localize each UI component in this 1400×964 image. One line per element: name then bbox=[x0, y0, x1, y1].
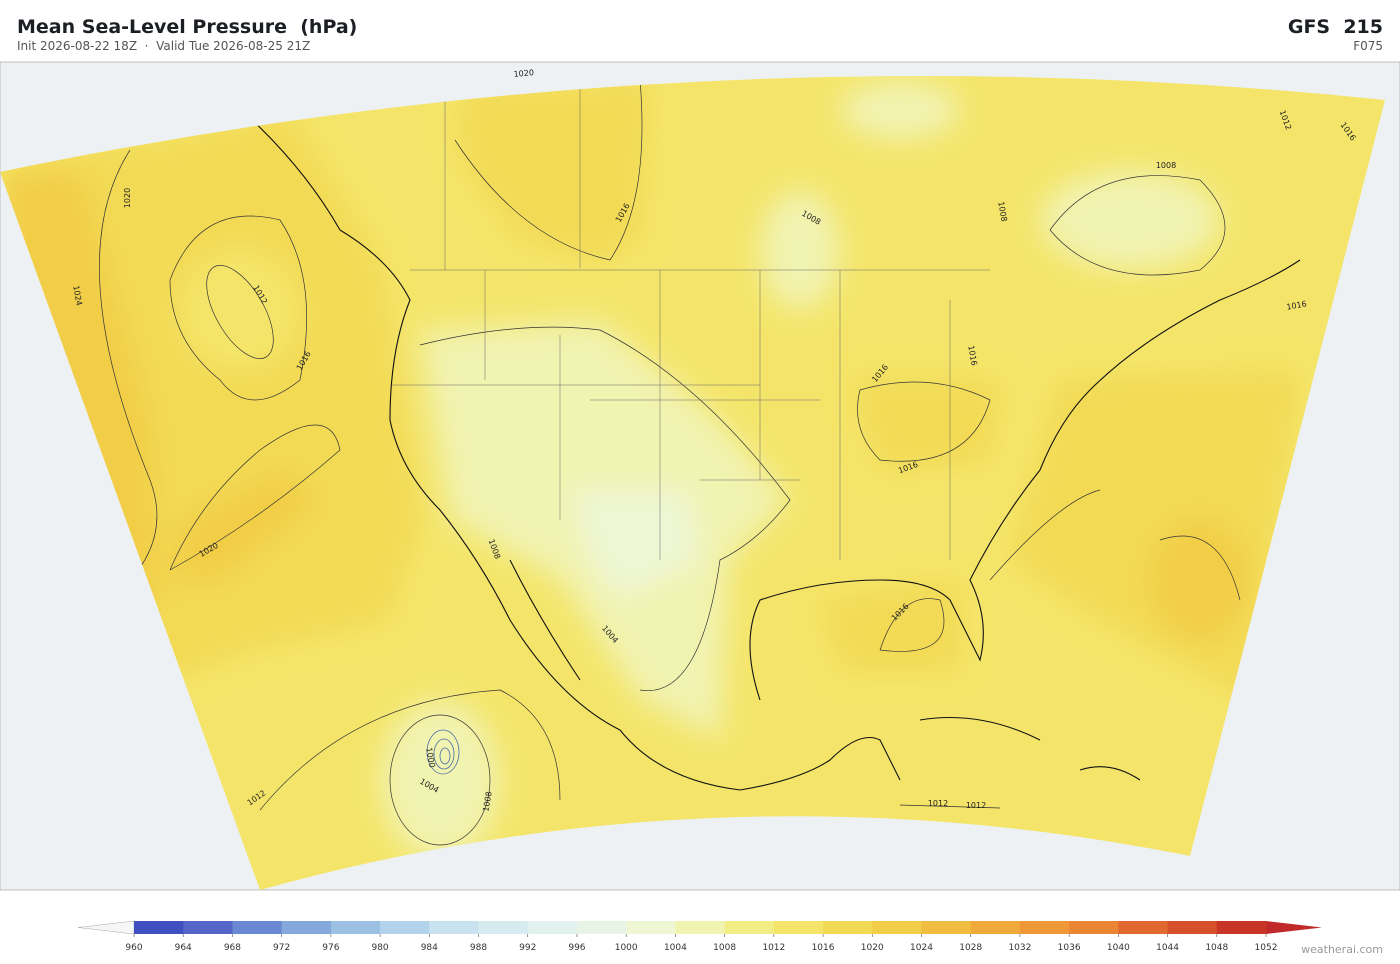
colorbar-bin bbox=[281, 921, 332, 934]
contour-label: 1008 bbox=[481, 791, 493, 813]
contour-label: 1012 bbox=[928, 799, 948, 808]
colorbar-bin bbox=[330, 921, 381, 934]
colorbar-bin bbox=[724, 921, 775, 934]
contour-label: 1020 bbox=[123, 188, 132, 208]
colorbar-bin bbox=[970, 921, 1021, 934]
colorbar-bin bbox=[478, 921, 529, 934]
credit: weatherai.com bbox=[1301, 943, 1383, 956]
colorbar-tick-label: 984 bbox=[421, 943, 438, 953]
colorbar-bin bbox=[872, 921, 922, 934]
forecast-hour: F075 bbox=[1353, 39, 1383, 53]
colorbar-bin bbox=[527, 921, 578, 934]
colorbar-tick-label: 968 bbox=[224, 943, 241, 953]
colorbar-tick-label: 1032 bbox=[1008, 943, 1031, 953]
colorbar-bin bbox=[626, 921, 676, 934]
colorbar-over bbox=[1266, 921, 1322, 934]
colorbar-tick-label: 992 bbox=[519, 943, 536, 953]
colorbar-tick-label: 1024 bbox=[910, 943, 933, 953]
colorbar-bin bbox=[1118, 921, 1169, 934]
colorbar-tick-label: 1020 bbox=[861, 943, 884, 953]
contour-label: 1012 bbox=[966, 801, 986, 810]
contour-label: 1016 bbox=[1286, 299, 1308, 311]
colorbar-bin bbox=[1069, 921, 1119, 934]
colorbar-tick-label: 980 bbox=[371, 943, 388, 953]
colorbar-bin bbox=[1019, 921, 1070, 934]
colorbar-tick-label: 1040 bbox=[1107, 943, 1130, 953]
colorbar-bin bbox=[183, 921, 233, 934]
colorbar-tick-label: 972 bbox=[273, 943, 290, 953]
colorbar-tick-label: 988 bbox=[470, 943, 487, 953]
contour-label: 1024 bbox=[71, 285, 83, 307]
colorbar-tick-label: 996 bbox=[568, 943, 585, 953]
colorbar-tick-label: 976 bbox=[322, 943, 339, 953]
contour-label: 1008 bbox=[996, 201, 1008, 223]
contour-label: 1000 bbox=[424, 747, 436, 769]
colorbar-bin bbox=[380, 921, 430, 934]
colorbar-tick-label: 1028 bbox=[959, 943, 982, 953]
colorbar-bin bbox=[134, 921, 184, 934]
colorbar-under bbox=[77, 920, 135, 935]
colorbar-tick-label: 1048 bbox=[1205, 943, 1228, 953]
colorbar-bin bbox=[1167, 921, 1218, 934]
colorbar-bin bbox=[921, 921, 972, 934]
colorbar-tick-label: 1000 bbox=[615, 943, 638, 953]
contour-label: 1008 bbox=[1156, 161, 1176, 170]
colorbar-tick-label: 1036 bbox=[1058, 943, 1081, 953]
colorbar-bin bbox=[232, 921, 283, 934]
colorbar-tick-label: 1052 bbox=[1255, 943, 1278, 953]
colorbar-bin bbox=[429, 921, 480, 934]
colorbar-tick-label: 1012 bbox=[762, 943, 785, 953]
title: Mean Sea-Level Pressure (hPa) bbox=[17, 16, 358, 38]
pressure-field bbox=[0, 76, 1385, 890]
colorbar-bin bbox=[576, 921, 627, 934]
colorbar-tick-label: 964 bbox=[175, 943, 192, 953]
contour-label: 1020 bbox=[513, 68, 534, 79]
colorbar-tick-label: 1008 bbox=[713, 943, 736, 953]
colorbar-tick-label: 960 bbox=[125, 943, 142, 953]
colorbar-tick-label: 1044 bbox=[1156, 943, 1179, 953]
colorbar-tick-label: 1004 bbox=[664, 943, 687, 953]
colorbar-bin bbox=[675, 921, 726, 934]
contour-label: 1016 bbox=[966, 345, 978, 367]
colorbar-bin bbox=[1216, 921, 1267, 934]
colorbar-tick-label: 1016 bbox=[812, 943, 835, 953]
subtitle: Init 2026-08-22 18Z · Valid Tue 2026-08-… bbox=[17, 39, 311, 53]
colorbar-bin bbox=[823, 921, 873, 934]
colorbar-bin bbox=[773, 921, 824, 934]
model: GFS 215 bbox=[1287, 16, 1383, 38]
